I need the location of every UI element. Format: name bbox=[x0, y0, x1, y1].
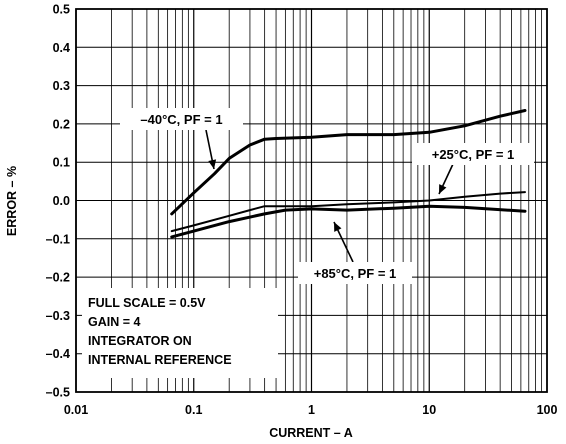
x-tick-label: 0.01 bbox=[64, 403, 88, 417]
annotation-arrowhead bbox=[439, 184, 447, 194]
annotation-background bbox=[120, 108, 243, 130]
series-annotations: –40°C, PF = 1 +25°C, PF = 1 +85°C, PF = 1 bbox=[120, 108, 534, 284]
x-tick-label: 100 bbox=[537, 403, 558, 417]
x-tick-label: 0.1 bbox=[185, 403, 202, 417]
x-tick-label: 1 bbox=[308, 403, 315, 417]
annotation-background bbox=[298, 262, 412, 284]
series-line-1 bbox=[170, 109, 527, 216]
y-tick-labels: 0.5 0.4 0.3 0.2 0.1 0.0 –0.1 –0.2 –0.3 –0.4 –0.5 bbox=[46, 3, 70, 400]
annotation-arrowhead bbox=[208, 159, 217, 169]
y-tick-label: –0.4 bbox=[46, 347, 70, 361]
x-axis-title: CURRENT – A bbox=[269, 426, 353, 440]
y-tick-label: 0.0 bbox=[53, 194, 70, 208]
y-tick-label: –0.5 bbox=[46, 386, 70, 400]
y-tick-label: 0.5 bbox=[53, 3, 70, 17]
y-tick-label: 0.3 bbox=[53, 79, 70, 93]
annotation-arrowhead bbox=[334, 222, 342, 232]
y-tick-label: –0.2 bbox=[46, 271, 70, 285]
y-tick-label: 0.2 bbox=[53, 117, 70, 131]
y-tick-label: 0.1 bbox=[53, 156, 70, 170]
x-tick-labels: 0.01 0.1 1 10 100 bbox=[64, 403, 558, 417]
note-line: INTERNAL REFERENCE bbox=[88, 353, 232, 367]
conditions-note: FULL SCALE = 0.5V GAIN = 4 INTEGRATOR ON IN… bbox=[82, 288, 278, 378]
annotation-background bbox=[412, 143, 534, 165]
y-tick-label: –0.1 bbox=[46, 232, 70, 246]
annotation-label: +85°C, PF = 1 bbox=[314, 266, 397, 281]
note-line: INTEGRATOR ON bbox=[88, 334, 192, 348]
y-axis-title: ERROR – % bbox=[5, 166, 19, 236]
y-tick-label: 0.4 bbox=[53, 41, 70, 55]
x-tick-label: 10 bbox=[422, 403, 436, 417]
series-line-3 bbox=[170, 204, 527, 239]
plot-frame bbox=[75, 8, 548, 393]
series-lines bbox=[170, 109, 527, 239]
series-line-2 bbox=[170, 191, 526, 233]
note-line: FULL SCALE = 0.5V bbox=[88, 296, 206, 310]
note-line: GAIN = 4 bbox=[88, 315, 140, 329]
annotation-label: –40°C, PF = 1 bbox=[140, 112, 222, 127]
plot-border bbox=[75, 8, 548, 393]
annotation-label: +25°C, PF = 1 bbox=[432, 147, 515, 162]
y-tick-label: –0.3 bbox=[46, 309, 70, 323]
note-background bbox=[82, 288, 278, 378]
